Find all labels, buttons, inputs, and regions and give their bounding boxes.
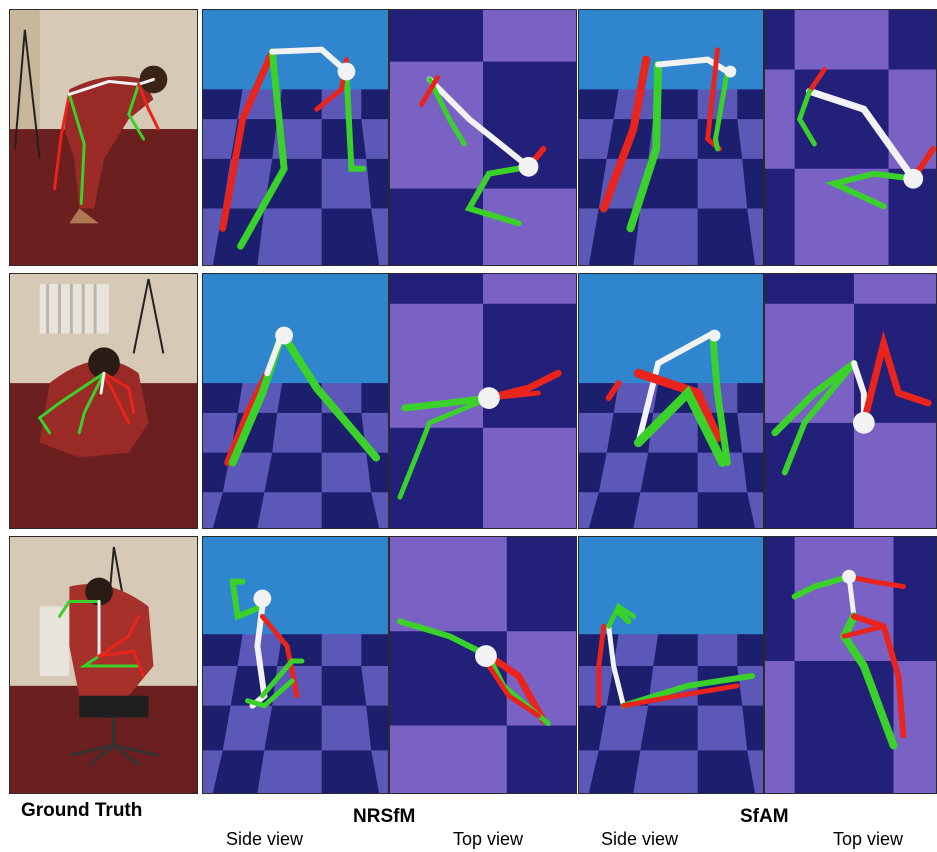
top-view-caption-nrsfm: Top view xyxy=(453,829,524,849)
ground-truth-photo-1 xyxy=(9,9,198,266)
nrsfm-top-view-3 xyxy=(389,536,577,794)
ground-truth-photo-3 xyxy=(9,536,198,794)
nrsfm-caption: NRSfM xyxy=(353,806,416,827)
nrsfm-top-view-1 xyxy=(389,9,577,266)
sfam-top-view-1 xyxy=(764,9,937,266)
sfam-side-view-1 xyxy=(578,9,764,266)
side-view-caption-sfam: Side view xyxy=(601,829,679,849)
sfam-top-view-2 xyxy=(764,273,937,529)
top-view-caption-sfam: Top view xyxy=(833,829,904,849)
nrsfm-side-view-3 xyxy=(202,536,389,794)
ground-truth-caption: Ground Truth xyxy=(21,800,143,821)
sfam-top-view-3 xyxy=(764,536,937,794)
nrsfm-side-view-2 xyxy=(202,273,389,529)
sfam-side-view-2 xyxy=(578,273,764,529)
sfam-side-view-3 xyxy=(578,536,764,794)
side-view-caption-nrsfm: Side view xyxy=(226,829,304,849)
nrsfm-top-view-2 xyxy=(389,273,577,529)
nrsfm-side-view-1 xyxy=(202,9,389,266)
sfam-caption: SfAM xyxy=(740,806,789,827)
ground-truth-photo-2 xyxy=(9,273,198,529)
